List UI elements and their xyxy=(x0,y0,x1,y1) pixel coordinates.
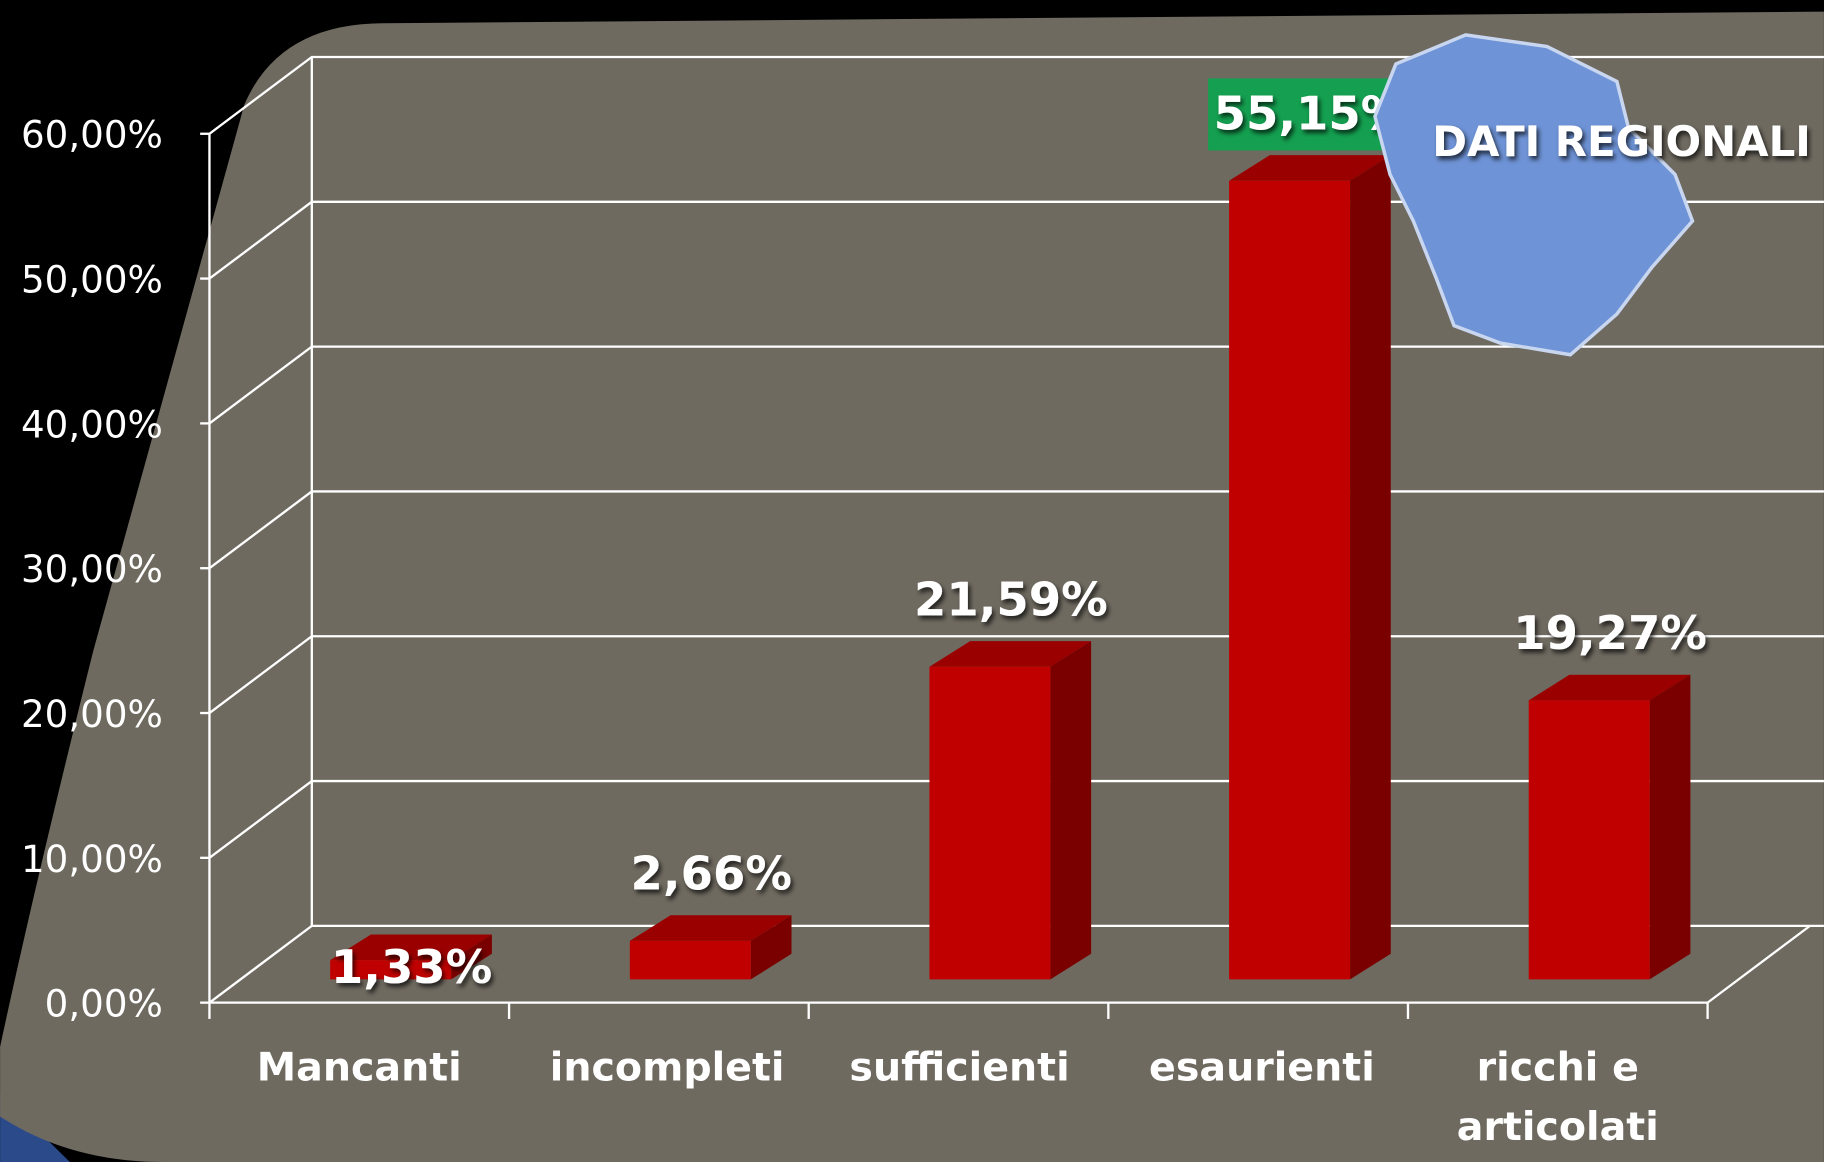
value-label: 21,59% xyxy=(914,573,1108,627)
y-tick-label: 40,00% xyxy=(21,402,163,446)
y-tick-label: 50,00% xyxy=(21,258,163,302)
bar xyxy=(1229,181,1350,980)
x-tick-label: sufficienti xyxy=(815,1039,1103,1098)
x-tick-label: incompleti xyxy=(515,1039,803,1098)
bar-side xyxy=(1650,675,1691,980)
x-tick-label-box: ricchi e articolati xyxy=(1414,1039,1702,1162)
value-label: 2,66% xyxy=(631,847,792,901)
y-tick-label: 30,00% xyxy=(21,547,163,591)
bar xyxy=(929,667,1050,980)
bar-side xyxy=(1350,155,1391,979)
x-tick-label-box: sufficienti xyxy=(815,1039,1103,1162)
x-tick-label-box: esaurienti xyxy=(1114,1039,1402,1162)
bar xyxy=(1529,700,1650,979)
value-label: 1,33% xyxy=(331,940,492,994)
y-tick-label: 0,00% xyxy=(45,982,163,1026)
bar xyxy=(630,941,751,980)
x-tick-label: ricchi e articolati xyxy=(1414,1039,1702,1158)
y-tick-label: 10,00% xyxy=(21,837,163,881)
value-label: 19,27% xyxy=(1513,606,1707,660)
x-tick-label-box: Mancanti xyxy=(215,1039,503,1162)
map-title: DATI REGIONALI xyxy=(1432,117,1811,166)
x-tick-label: Mancanti xyxy=(215,1039,503,1098)
page: {"chart_data": {"type": "bar", "title": … xyxy=(0,0,1824,1162)
x-tick-label-box: incompleti xyxy=(515,1039,803,1162)
bar-side xyxy=(1050,641,1091,979)
x-tick-label: esaurienti xyxy=(1114,1039,1402,1098)
y-tick-label: 20,00% xyxy=(21,692,163,736)
y-tick-label: 60,00% xyxy=(21,113,163,157)
chart: 0,00% 10,00% 20,00% 30,00% 40,00% 50,00% 60,00… xyxy=(0,0,1824,1162)
